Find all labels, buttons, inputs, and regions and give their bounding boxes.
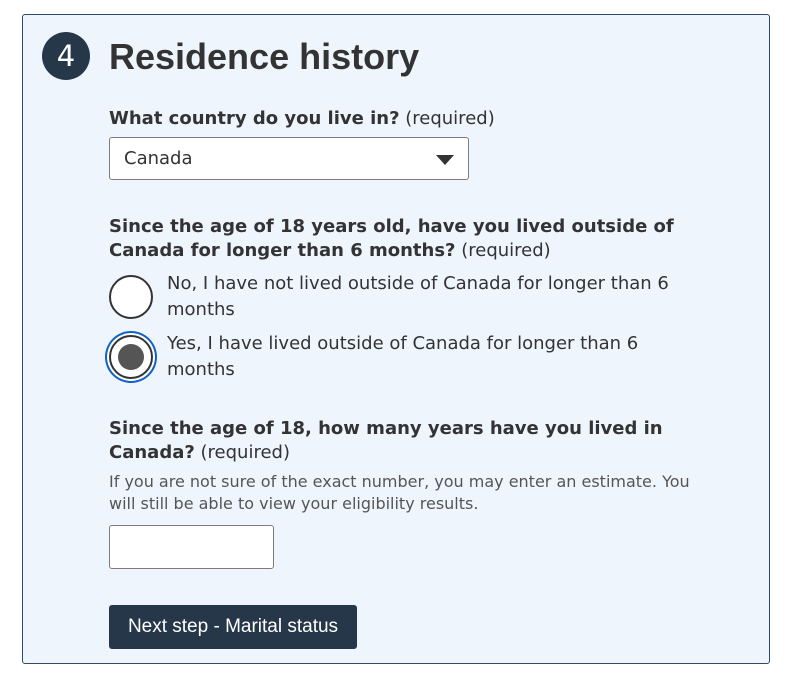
years-question-label: Since the age of 18, how many years have… bbox=[109, 417, 709, 465]
outside-question-text: Since the age of 18 years old, have you … bbox=[109, 216, 674, 261]
years-input[interactable] bbox=[109, 525, 274, 569]
years-question-text: Since the age of 18, how many years have… bbox=[109, 418, 663, 463]
radio-label-no[interactable]: No, I have not lived outside of Canada f… bbox=[167, 273, 669, 320]
chevron-down-icon bbox=[436, 155, 454, 165]
years-hint-text: If you are not sure of the exact number,… bbox=[109, 472, 690, 513]
outside-question-label: Since the age of 18 years old, have you … bbox=[109, 215, 709, 263]
radio-button-yes[interactable] bbox=[109, 335, 153, 379]
country-select[interactable]: Canada bbox=[109, 137, 469, 180]
residence-history-section: 4 Residence history What country do you … bbox=[22, 14, 770, 664]
radio-label-yes[interactable]: Yes, I have lived outside of Canada for … bbox=[167, 333, 639, 380]
radio-button-no[interactable] bbox=[109, 275, 153, 319]
outside-required-marker: (required) bbox=[461, 240, 551, 261]
section-title: Residence history bbox=[109, 36, 420, 77]
country-select-value: Canada bbox=[124, 148, 193, 169]
years-required-marker: (required) bbox=[200, 442, 290, 463]
country-required-marker: (required) bbox=[405, 108, 495, 129]
step-number-badge: 4 bbox=[42, 32, 90, 80]
country-question-text: What country do you live in? bbox=[109, 108, 400, 129]
country-question-label: What country do you live in? (required) bbox=[109, 107, 495, 131]
next-step-button[interactable]: Next step - Marital status bbox=[109, 605, 357, 649]
